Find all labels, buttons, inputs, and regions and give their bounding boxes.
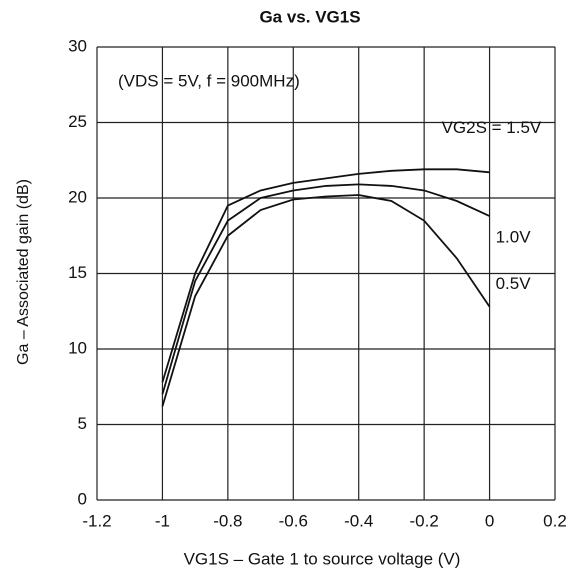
x-tick-label: -1.2 (82, 511, 111, 530)
y-tick-label: 20 (68, 187, 87, 206)
annotation: (VDS = 5V, f = 900MHz) (118, 71, 300, 90)
x-tick-label: -1 (155, 511, 170, 530)
series-label: VG2S = 1.5V (442, 118, 542, 137)
y-tick-label: 25 (68, 112, 87, 131)
y-tick-label: 30 (68, 36, 87, 55)
series-label: 0.5V (496, 274, 532, 293)
x-tick-label: -0.4 (344, 511, 373, 530)
x-tick-label: -0.8 (213, 511, 242, 530)
y-tick-label: 5 (78, 414, 87, 433)
x-tick-label: 0.2 (543, 511, 567, 530)
line (161, 168, 490, 383)
line (161, 183, 490, 395)
y-tick-label: 15 (68, 263, 87, 282)
y-tick-label: 10 (68, 338, 87, 357)
series-label: 1.0V (496, 228, 532, 247)
x-tick-label: 0 (485, 511, 494, 530)
y-tick-label: 0 (78, 489, 87, 508)
chart-title: Ga vs. VG1S (259, 7, 360, 26)
x-axis-label: VG1S – Gate 1 to source voltage (V) (184, 549, 461, 568)
x-tick-label: -0.2 (409, 511, 438, 530)
x-tick-label: -0.6 (279, 511, 308, 530)
line (161, 194, 491, 407)
y-axis-label: Ga – Associated gain (dB) (15, 179, 32, 365)
